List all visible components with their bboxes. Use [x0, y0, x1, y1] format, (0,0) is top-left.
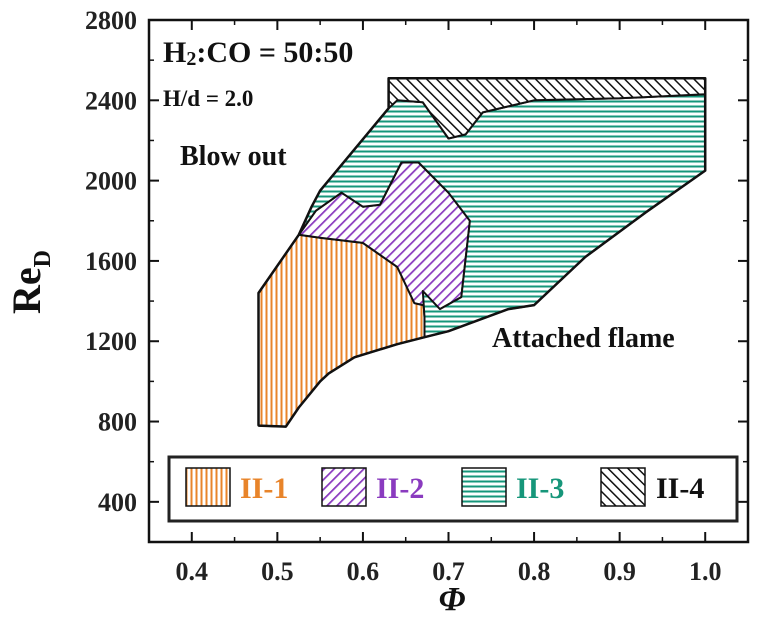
- blow-out-label: Blow out: [180, 141, 287, 172]
- legend-label-ii-2: II-2: [376, 472, 424, 505]
- y-tick-label-1600: 1600: [85, 247, 137, 276]
- y-tick-label-1200: 1200: [85, 327, 137, 356]
- y-axis-title: ReD: [4, 250, 56, 314]
- legend-swatch-ii-3: [461, 467, 507, 507]
- boundary-group: [257, 76, 707, 428]
- x-tick-label-0.7: 0.7: [432, 557, 465, 586]
- y-tick-label-2800: 2800: [85, 6, 137, 35]
- x-tick-label-0.4: 0.4: [176, 557, 209, 586]
- ratio-annotation: H/d = 2.0: [163, 86, 253, 111]
- composition-annotation: H2:CO = 50:50: [163, 36, 353, 70]
- svg-text:ReD: ReD: [4, 250, 56, 314]
- x-tick-label-0.9: 0.9: [603, 557, 636, 586]
- legend: II-1 II-2 II-3 II-4: [167, 455, 739, 523]
- x-tick-label-0.6: 0.6: [347, 557, 380, 586]
- legend-swatch-ii-2: [321, 467, 367, 507]
- y-axis-title-main: Re: [4, 267, 49, 314]
- stability-boundary-line: [257, 76, 707, 428]
- legend-label-ii-1: II-1: [240, 472, 288, 505]
- y-axis-title-sub: D: [30, 250, 56, 267]
- legend-swatch-ii-4: [600, 467, 646, 507]
- regions-group: [257, 77, 707, 428]
- y-tick-label-2000: 2000: [85, 167, 137, 196]
- legend-label-ii-3: II-3: [516, 472, 564, 505]
- ticks-group: [149, 19, 748, 542]
- legend-swatch-ii-1: [185, 467, 231, 507]
- y-tick-label-400: 400: [98, 488, 137, 517]
- tick-labels-group: 0.4 0.5 0.6 0.7 0.8 0.9 1.0 400 800 1200 1600 2000 2…: [85, 6, 721, 586]
- x-axis-title: Φ: [439, 581, 466, 618]
- legend-label-ii-4: II-4: [656, 472, 704, 505]
- x-tick-label-0.5: 0.5: [261, 557, 294, 586]
- attached-flame-label: Attached flame: [492, 323, 675, 354]
- x-tick-label-1.0: 1.0: [689, 557, 722, 586]
- y-tick-label-2400: 2400: [85, 86, 137, 115]
- y-tick-label-800: 800: [98, 408, 137, 437]
- x-tick-label-0.8: 0.8: [518, 557, 551, 586]
